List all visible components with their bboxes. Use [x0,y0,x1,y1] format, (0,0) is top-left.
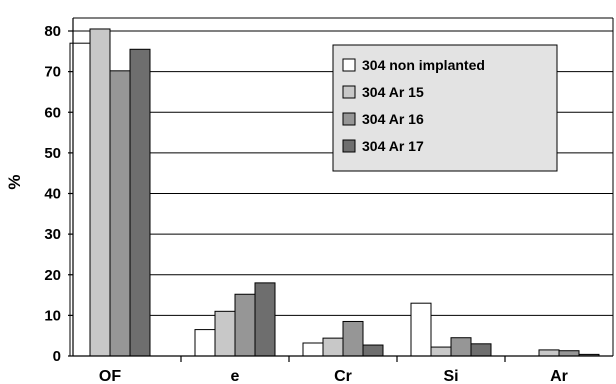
x-tick-label: Cr [334,368,352,384]
legend-swatch [342,58,356,72]
bar-e-1 [214,310,236,357]
bar-Si-1 [430,346,452,357]
legend-swatch [342,139,356,153]
y-tick-label: 20 [44,267,61,284]
y-tick-label: 0 [53,348,61,365]
bar-OF-2 [109,70,131,357]
bar-Cr-1 [322,337,344,357]
legend-swatch [342,112,356,126]
x-tick-label: Ar [550,368,568,384]
bar-Si-3 [470,343,492,357]
legend-box [332,44,558,172]
axis-labels: 0 10 20 30 40 50 60 70 80 OF e Cr Si Ar [44,23,568,384]
bar-Cr-3 [362,344,384,357]
legend-label: 304 Ar 16 [362,111,424,127]
bar-Si-0 [410,302,432,357]
y-tick-label: 30 [44,226,61,243]
y-tick-label: 70 [44,64,61,81]
y-tick-label: 80 [44,23,61,40]
x-tick-label: Si [443,368,458,384]
bar-Si-2 [450,337,472,357]
y-axis-title: % [5,174,24,189]
legend-label: 304 Ar 15 [362,84,424,100]
bar-Ar-1 [538,349,560,357]
x-tick-label: OF [99,368,121,384]
bar-e-3 [254,282,276,357]
legend-label: 304 non implanted [362,57,485,73]
legend-swatch [342,85,356,99]
legend: 304 non implanted 304 Ar 15 304 Ar 16 304 A… [332,44,558,172]
bar-Cr-2 [342,320,364,357]
y-tick-label: 50 [44,145,61,162]
y-tick-label: 10 [44,307,61,324]
bar-OF-3 [129,48,151,357]
legend-label: 304 Ar 17 [362,138,424,154]
bar-e-0 [194,329,216,357]
bar-e-2 [234,293,256,357]
bar-OF-1 [89,28,111,357]
y-tick-label: 60 [44,104,61,121]
bar-Cr-0 [302,342,324,357]
y-tick-label: 40 [44,186,61,203]
axes [68,17,614,362]
bar-Ar-2 [558,350,580,357]
x-tick-label: e [231,368,240,384]
